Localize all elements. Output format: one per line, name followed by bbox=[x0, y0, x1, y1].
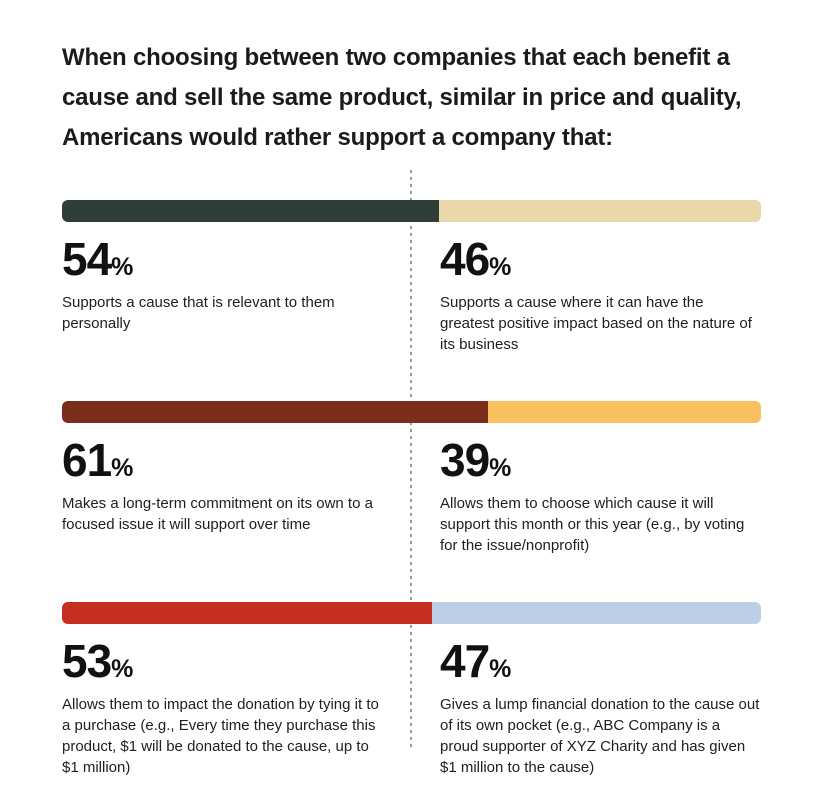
bar-segment-left bbox=[62, 200, 440, 222]
stat-number: 47 bbox=[440, 635, 490, 687]
center-divider-line bbox=[410, 170, 412, 748]
stacked-bar-1 bbox=[62, 200, 761, 222]
stat-description: Gives a lump financial donation to the c… bbox=[440, 696, 760, 776]
stacked-bar-3 bbox=[62, 602, 761, 624]
stat-value: 39% bbox=[440, 437, 761, 483]
bar-segment-right bbox=[488, 401, 761, 423]
stat-number: 39 bbox=[440, 434, 490, 486]
stat-block-left: 61% Makes a long-term commitment on its … bbox=[62, 437, 440, 556]
stat-number: 61 bbox=[62, 434, 112, 486]
stat-block-right: 46% Supports a cause where it can have t… bbox=[440, 236, 761, 355]
stat-description: Makes a long-term commitment on its own … bbox=[62, 495, 373, 533]
bar-row-1: 54% Supports a cause that is relevant to… bbox=[62, 200, 761, 355]
stat-block-left: 54% Supports a cause that is relevant to… bbox=[62, 236, 440, 355]
stat-value: 54% bbox=[62, 236, 388, 282]
bar-segment-left bbox=[62, 401, 489, 423]
stat-description: Allows them to choose which cause it wil… bbox=[440, 495, 745, 554]
bar-segment-left bbox=[62, 602, 433, 624]
stat-block-left: 53% Allows them to impact the donation b… bbox=[62, 638, 440, 778]
stat-value: 46% bbox=[440, 236, 761, 282]
bar-segment-right bbox=[432, 602, 761, 624]
percent-sign: % bbox=[111, 655, 134, 683]
bar-row-3: 53% Allows them to impact the donation b… bbox=[62, 602, 761, 778]
percent-sign: % bbox=[111, 253, 134, 281]
stat-columns: 54% Supports a cause that is relevant to… bbox=[62, 236, 761, 355]
chart-title: When choosing between two companies that… bbox=[62, 44, 742, 151]
bar-row-2: 61% Makes a long-term commitment on its … bbox=[62, 401, 761, 556]
stat-number: 53 bbox=[62, 635, 112, 687]
stat-value: 47% bbox=[440, 638, 761, 684]
bar-segment-right bbox=[439, 200, 761, 222]
stat-block-right: 47% Gives a lump financial donation to t… bbox=[440, 638, 761, 778]
stat-value: 61% bbox=[62, 437, 388, 483]
stat-description: Supports a cause where it can have the g… bbox=[440, 294, 752, 353]
stat-block-right: 39% Allows them to choose which cause it… bbox=[440, 437, 761, 556]
percent-sign: % bbox=[489, 253, 512, 281]
stat-columns: 53% Allows them to impact the donation b… bbox=[62, 638, 761, 778]
stat-number: 46 bbox=[440, 233, 490, 285]
stat-description: Supports a cause that is relevant to the… bbox=[62, 294, 335, 332]
percent-sign: % bbox=[111, 454, 134, 482]
stat-columns: 61% Makes a long-term commitment on its … bbox=[62, 437, 761, 556]
stat-description: Allows them to impact the donation by ty… bbox=[62, 696, 379, 776]
stat-number: 54 bbox=[62, 233, 112, 285]
stat-value: 53% bbox=[62, 638, 388, 684]
stacked-bar-2 bbox=[62, 401, 761, 423]
percent-sign: % bbox=[489, 655, 512, 683]
percent-sign: % bbox=[489, 454, 512, 482]
